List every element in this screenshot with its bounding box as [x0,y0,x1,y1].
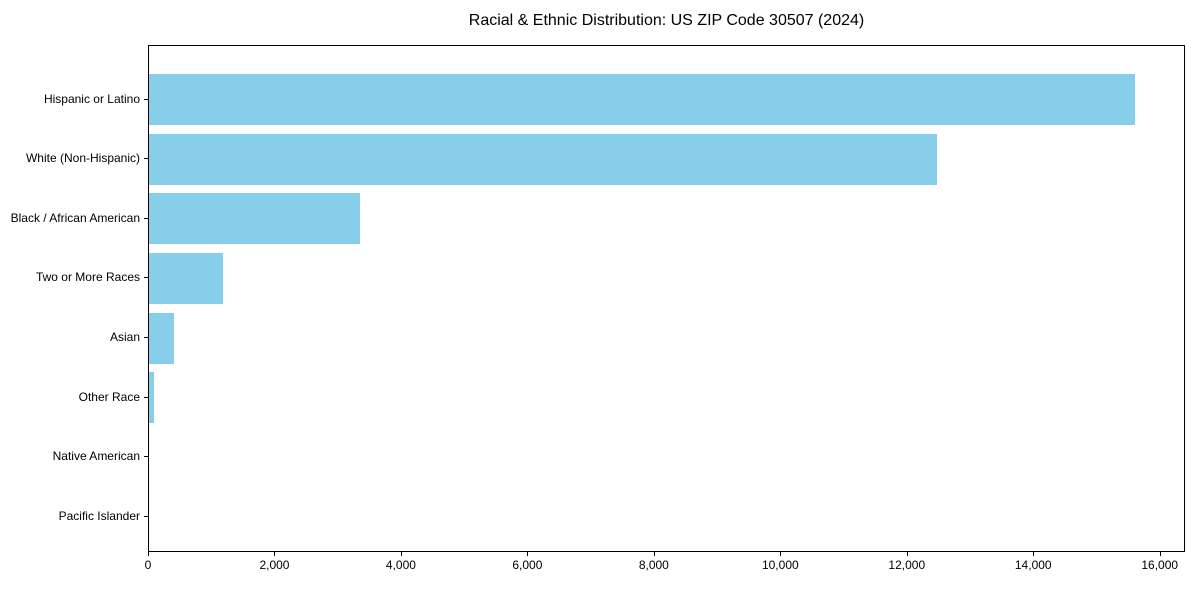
y-tick-label: Black / African American [10,210,140,225]
bar [149,372,155,424]
y-tick-mark [144,277,148,279]
x-tick-mark [1159,552,1161,556]
x-tick-mark [400,552,402,556]
x-tick-label: 4,000 [385,558,416,572]
chart-title: Racial & Ethnic Distribution: US ZIP Cod… [468,12,865,29]
bar [149,312,174,364]
x-tick-label: 8,000 [638,558,669,572]
x-tick-mark [274,552,276,556]
x-tick-mark [1033,552,1035,556]
x-tick-label: 2,000 [259,558,290,572]
y-tick-label: White (Non-Hispanic) [25,151,140,166]
x-tick-label: 14,000 [1014,558,1052,572]
x-tick-mark [527,552,529,556]
y-tick-label: Asian [109,330,140,345]
x-tick-label: 10,000 [761,558,799,572]
plot-area [148,45,1185,552]
bar [149,193,360,245]
y-tick-mark [144,337,148,339]
bar [149,252,223,304]
y-tick-mark [144,98,148,100]
y-tick-label: Other Race [78,389,140,404]
x-tick-label: 6,000 [512,558,543,572]
x-tick-mark [906,552,908,556]
x-tick-label: 0 [144,558,152,572]
y-tick-mark [144,515,148,517]
x-tick-mark [148,552,149,556]
y-tick-mark [144,217,148,219]
y-tick-label: Hispanic or Latino [43,91,140,106]
x-tick-label: 12,000 [888,558,926,572]
y-tick-mark [144,456,148,458]
y-tick-label: Native American [52,449,140,464]
y-tick-mark [144,396,148,398]
x-tick-label: 16,000 [1141,558,1179,572]
y-tick-label: Two or More Races [35,270,140,285]
y-tick-label: Pacific Islander [58,508,140,523]
x-tick-mark [653,552,655,556]
y-tick-mark [144,158,148,160]
bar [149,74,1135,125]
x-tick-mark [780,552,782,556]
bar [149,133,938,185]
